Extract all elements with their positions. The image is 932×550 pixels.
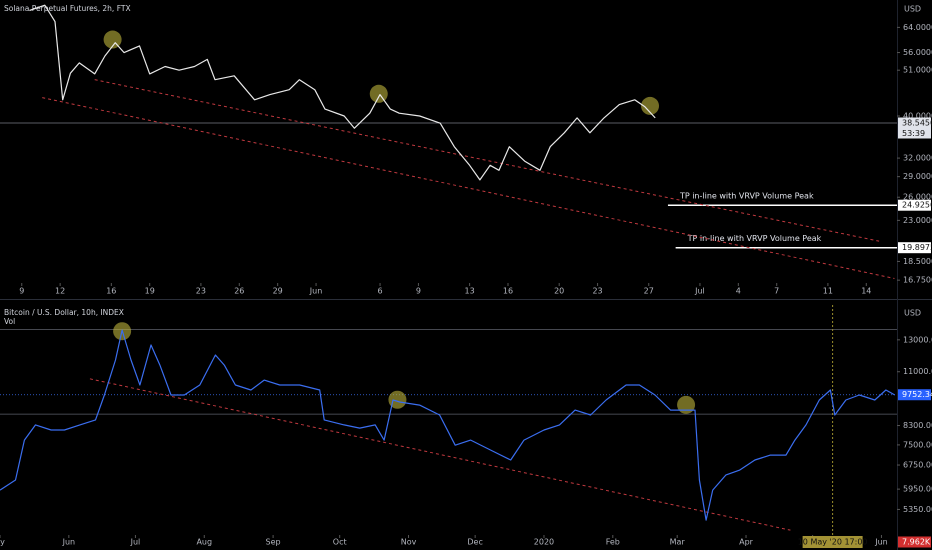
y-tick-label: 64.0000 <box>903 23 932 32</box>
target-note: TP in-line with VRVP Volume Peak <box>679 192 814 201</box>
y-tick-label: 18.5000 <box>903 257 932 266</box>
x-tick-label: Aug <box>196 538 212 547</box>
x-tick-label: Nov <box>401 538 417 547</box>
y-tick-label: 13000.00 <box>903 335 932 344</box>
x-tick-label: Oct <box>333 538 347 547</box>
x-tick-label: 9 <box>416 287 421 296</box>
price-label: 9752.34 <box>902 390 932 399</box>
y-tick-label: 23.0000 <box>903 216 932 225</box>
x-tick-label: 23 <box>196 287 206 296</box>
x-tick-label: 20 <box>554 287 564 296</box>
unit-label: USD <box>904 5 921 14</box>
x-tick-label: 27 <box>644 287 654 296</box>
target-label-box <box>898 242 931 254</box>
y-tick-label: 6750.00 <box>903 461 932 470</box>
y-tick-label: 8300.00 <box>903 421 932 430</box>
x-tick-label: 16 <box>106 287 116 296</box>
highlight <box>677 395 696 414</box>
price-label: 38.5450 <box>902 118 932 127</box>
x-tick-label: Apr <box>739 538 754 547</box>
y-tick-label: 51.0000 <box>903 66 932 75</box>
x-tick-label: 23 <box>592 287 602 296</box>
countdown-box <box>898 128 931 139</box>
x-tick-label: 9 <box>19 287 24 296</box>
crosshair-label-box <box>802 536 863 548</box>
x-tick-label: 4 <box>736 287 741 296</box>
chart-title: Bitcoin / U.S. Dollar, 10h, INDEX <box>4 308 124 317</box>
x-tick-label: 29 <box>273 287 283 296</box>
x-tick-label: 12 <box>55 287 65 296</box>
volume-label-box <box>898 536 931 548</box>
target-label: 24.9250 <box>902 201 932 210</box>
x-tick-label: Dec <box>467 538 482 547</box>
unit-label: USD <box>904 309 921 318</box>
x-tick-label: Jun <box>309 287 323 296</box>
x-tick-label: 11 <box>823 287 833 296</box>
price-series <box>29 4 656 181</box>
x-tick-label: 7 <box>774 287 779 296</box>
x-tick-label: Jun <box>62 538 76 547</box>
x-tick-label: Sep <box>266 538 281 547</box>
x-tick-label: Jun <box>874 538 888 547</box>
chart-title: Solana Perpetual Futures, 2h, FTX <box>4 4 131 13</box>
y-tick-label: 11000.00 <box>903 367 932 376</box>
x-tick-label: ay <box>0 538 5 547</box>
x-tick-label: Mar <box>670 538 686 547</box>
y-tick-label: 29.0000 <box>903 172 932 181</box>
trendline <box>42 97 895 279</box>
x-tick-label: 16 <box>503 287 513 296</box>
countdown-label: 53:39 <box>902 129 925 138</box>
volume-label: 7.962K <box>902 538 931 547</box>
y-tick-label: 5950.00 <box>903 485 932 494</box>
y-tick-label: 56.0000 <box>903 48 932 57</box>
y-tick-label: 26.0000 <box>903 193 932 202</box>
price-label-box <box>898 117 931 129</box>
highlight <box>369 84 388 103</box>
y-tick-label: 40.0000 <box>903 112 932 121</box>
highlight <box>388 390 407 409</box>
target-label: 19.8975 <box>902 243 932 252</box>
x-tick-label: 26 <box>234 287 244 296</box>
trendline <box>94 79 880 242</box>
x-tick-label: Jul <box>694 287 705 296</box>
x-tick-label: 2020 <box>534 538 554 547</box>
x-tick-label: 6 <box>377 287 382 296</box>
price-series <box>0 329 896 521</box>
y-tick-label: 16.7500 <box>903 276 932 285</box>
y-tick-label: 32.0000 <box>903 154 932 163</box>
highlight <box>641 96 660 115</box>
target-note: TP in-line with VRVP Volume Peak <box>687 234 822 243</box>
target-label-box <box>898 199 931 211</box>
x-tick-label: 13 <box>465 287 475 296</box>
x-tick-label: 19 <box>145 287 155 296</box>
x-tick-label: 14 <box>861 287 871 296</box>
y-tick-label: 7500.00 <box>903 440 932 449</box>
chart-subtitle: Vol <box>4 317 15 326</box>
y-tick-label: 5350.00 <box>903 505 932 514</box>
x-tick-label: Feb <box>606 538 620 547</box>
x-tick-label: Jul <box>130 538 141 547</box>
price-label-box <box>898 389 931 401</box>
crosshair-label: 10 May '20 17:00 <box>798 538 868 547</box>
